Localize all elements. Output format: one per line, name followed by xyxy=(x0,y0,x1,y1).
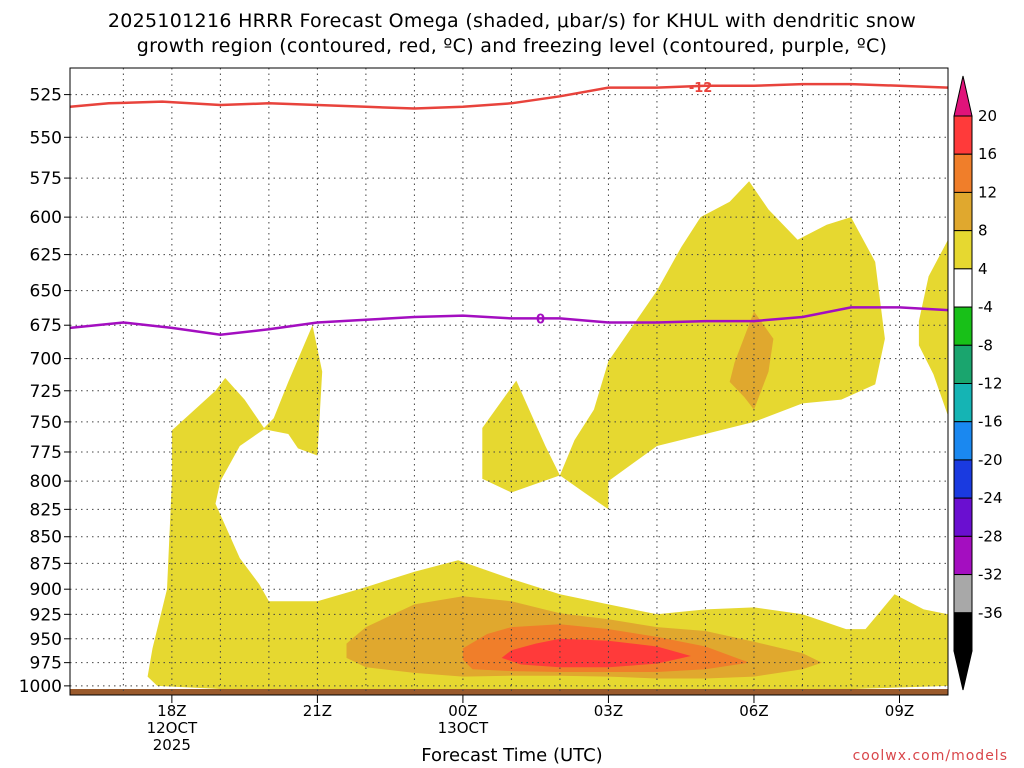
ytick-label-675: 675 xyxy=(30,316,62,336)
xtick-label-18-2: 2025 xyxy=(153,736,191,754)
ytick-label-775: 775 xyxy=(30,443,62,463)
ytick-label-525: 525 xyxy=(30,86,62,106)
xtick-label-27-0: 03Z xyxy=(594,702,623,720)
ytick-label-800: 800 xyxy=(30,472,62,492)
ytick-label-925: 925 xyxy=(30,605,62,625)
ytick-label-850: 850 xyxy=(30,528,62,548)
omega-region-5 xyxy=(729,311,774,410)
colorbar-top-arrow xyxy=(953,75,973,117)
omega-region-2 xyxy=(559,181,885,510)
colorbar-box-9 xyxy=(953,459,973,499)
colorbar-box-7 xyxy=(953,383,973,423)
credit-text: coolwx.com/models xyxy=(852,748,1008,764)
chart-title-line2: growth region (contoured, red, ºC) and f… xyxy=(136,35,888,57)
contour-label-0: 0 xyxy=(536,312,545,327)
colorbar-label-8: -16 xyxy=(978,413,1003,431)
chart-title-line1: 2025101216 HRRR Forecast Omega (shaded, … xyxy=(107,10,917,32)
xtick-label-18-0: 18Z xyxy=(157,702,186,720)
omega-region-1 xyxy=(482,380,560,493)
colorbar-label-9: -20 xyxy=(978,451,1003,469)
xtick-label-21-0: 21Z xyxy=(303,702,332,720)
ytick-label-900: 900 xyxy=(30,580,62,600)
ytick-label-550: 550 xyxy=(30,128,62,148)
ytick-label-950: 950 xyxy=(30,630,62,650)
ytick-label-600: 600 xyxy=(30,208,62,228)
contour-line--12 xyxy=(70,82,948,110)
ytick-label-575: 575 xyxy=(30,169,62,189)
colorbar-box-3 xyxy=(953,230,973,270)
ground-strip xyxy=(70,689,948,695)
colorbar-box-8 xyxy=(953,421,973,461)
colorbar-box-11 xyxy=(953,535,973,576)
colorbar-box-1 xyxy=(953,153,973,193)
colorbar-label-7: -12 xyxy=(978,375,1003,393)
ytick-label-725: 725 xyxy=(30,382,62,402)
colorbar-label-13: -36 xyxy=(978,604,1003,622)
x-axis-label: Forecast Time (UTC) xyxy=(421,745,603,766)
colorbar-label-3: 8 xyxy=(978,222,988,240)
ytick-label-750: 750 xyxy=(30,413,62,433)
colorbar-label-4: 4 xyxy=(978,260,988,278)
colorbar-box-4 xyxy=(953,268,973,308)
ytick-label-975: 975 xyxy=(30,654,62,674)
plot-frame xyxy=(69,67,949,696)
contour-line-0 xyxy=(70,306,948,336)
omega-region-3 xyxy=(918,239,948,416)
colorbar-box-2 xyxy=(953,191,973,232)
colorbar-label-0: 20 xyxy=(978,107,997,125)
colorbar-box-6 xyxy=(953,344,973,384)
colorbar-bottom-arrow xyxy=(953,650,973,691)
colorbar-box-5 xyxy=(953,306,973,346)
colorbar-label-1: 16 xyxy=(978,145,997,163)
colorbar-box-13 xyxy=(953,612,973,652)
ytick-label-650: 650 xyxy=(30,282,62,302)
colorbar-box-10 xyxy=(953,497,973,537)
xtick-label-24-0: 00Z xyxy=(448,702,477,720)
xtick-label-30-0: 06Z xyxy=(739,702,768,720)
ytick-label-825: 825 xyxy=(30,500,62,520)
colorbar-label-5: -4 xyxy=(978,298,993,316)
ytick-label-875: 875 xyxy=(30,554,62,574)
colorbar-label-10: -24 xyxy=(978,489,1003,507)
colorbar-box-0 xyxy=(953,115,973,155)
omega-region-7 xyxy=(501,638,691,668)
xtick-label-24-1: 13OCT xyxy=(438,719,489,737)
colorbar-box-12 xyxy=(953,574,973,614)
ytick-label-700: 700 xyxy=(30,350,62,370)
colorbar-label-12: -32 xyxy=(978,566,1003,584)
xtick-label-18-1: 12OCT xyxy=(147,719,198,737)
xtick-label-33-0: 09Z xyxy=(885,702,914,720)
colorbar-label-11: -28 xyxy=(978,527,1003,545)
contour-label-neg12: -12 xyxy=(689,81,713,96)
omega-region-0 xyxy=(147,325,948,694)
colorbar-label-6: -8 xyxy=(978,336,993,354)
ytick-label-625: 625 xyxy=(30,246,62,266)
ytick-label-1000: 1000 xyxy=(19,677,62,697)
colorbar-label-2: 12 xyxy=(978,183,997,201)
